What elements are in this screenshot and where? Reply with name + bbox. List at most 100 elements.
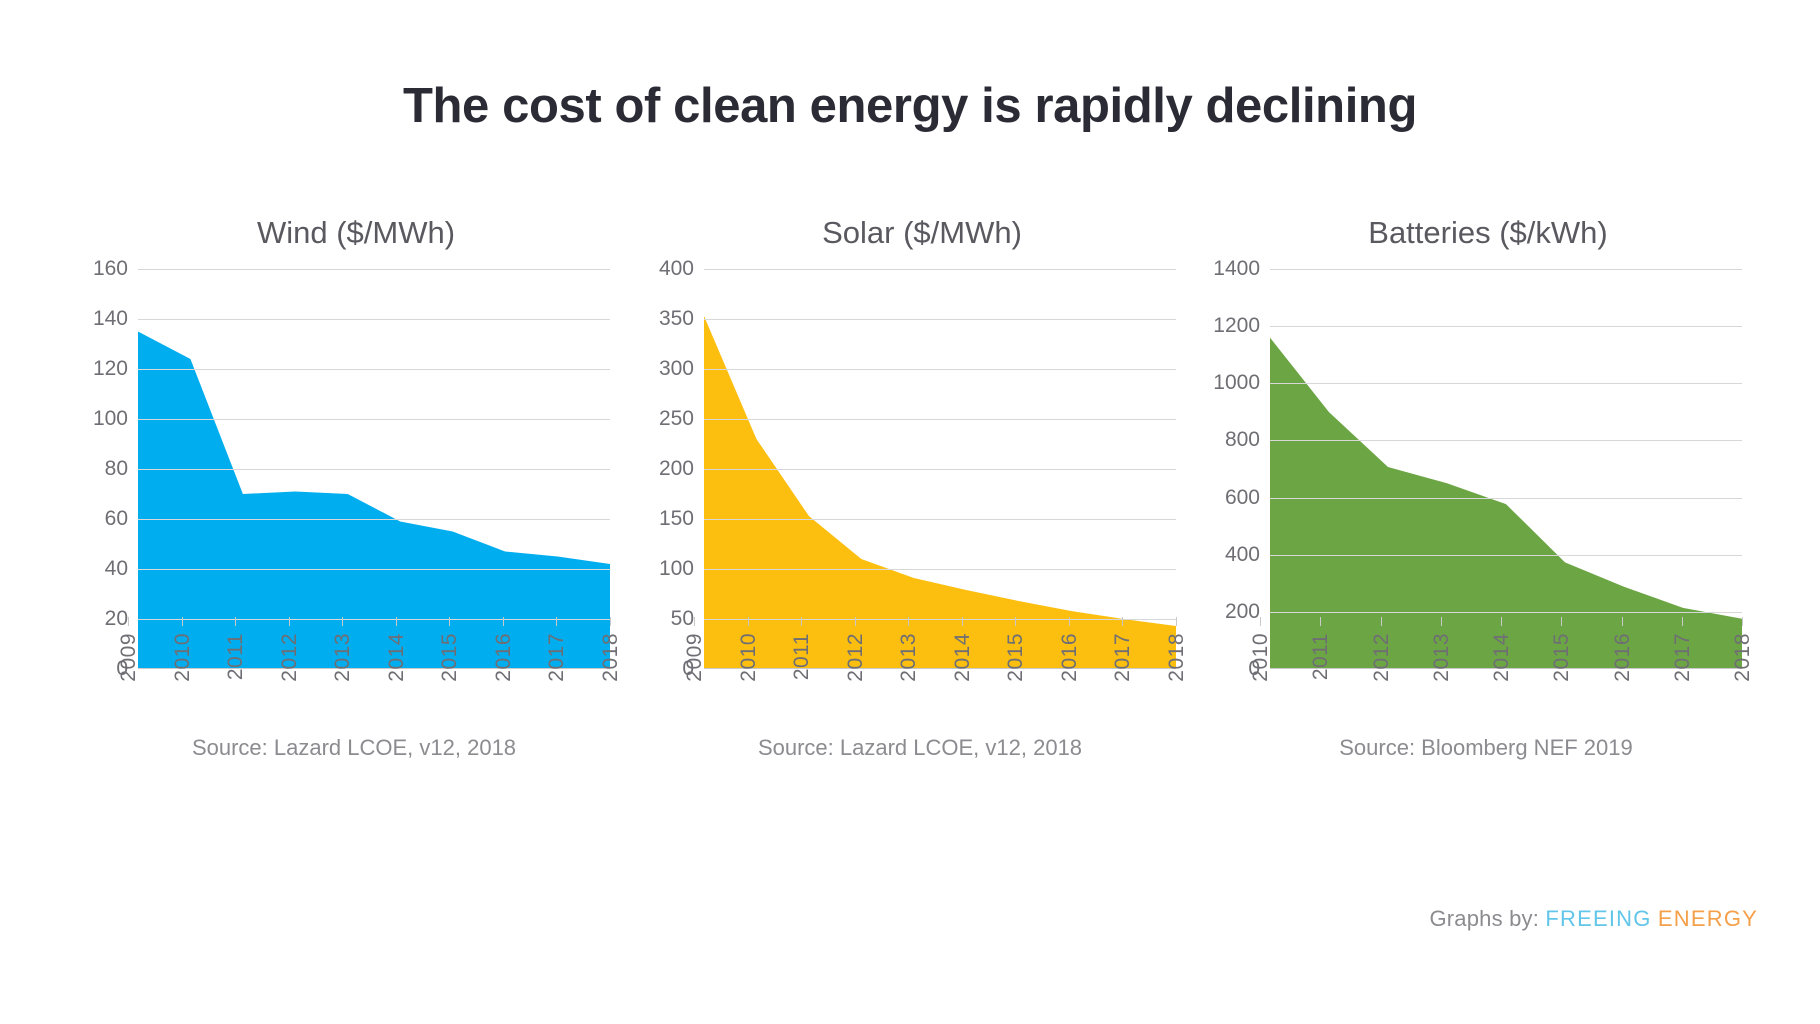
x-tick-label: 2013 [897, 633, 921, 682]
area-series-solar [704, 316, 1176, 669]
gridline [1270, 611, 1742, 613]
chart-source-batteries: Source: Bloomberg NEF 2019 [1339, 735, 1633, 760]
y-tick-label: 100 [92, 407, 128, 430]
brand-word-freeing: FREEING [1545, 906, 1652, 931]
gridline [138, 419, 610, 420]
footer-credit: Graphs by: FREEING ENERGY [1429, 906, 1758, 932]
x-tick-mark [502, 617, 504, 626]
x-tick-mark [1122, 617, 1124, 626]
plot-area-wind [138, 269, 610, 669]
x-tick-mark [747, 617, 749, 626]
area-series-batteries [1270, 337, 1742, 669]
plot-wrap-solar: 0 50 100 150 200 250 300 350 400 [636, 257, 1192, 680]
x-tick-mark [908, 617, 910, 626]
chart-title-wind: Wind ($/MWh) [256, 215, 456, 250]
chart-panel-batteries: Batteries ($/kWh) 0 200 400 600 800 1000 1200 1… [1192, 215, 1758, 760]
y-tick-label: 400 [658, 257, 694, 280]
y-tick-label: 40 [104, 557, 128, 580]
chart-panel-solar: Solar ($/MWh) 0 50 100 150 200 250 300 350 400 2… [626, 215, 1192, 760]
x-tick-mark [1681, 617, 1683, 626]
x-tick-mark [342, 617, 344, 626]
x-tick-mark [854, 617, 856, 626]
x-tick-label: 2011 [224, 633, 248, 681]
x-tick-mark [961, 617, 963, 626]
x-tick-mark [1260, 617, 1261, 626]
x-tick-label: 2009 [117, 633, 140, 682]
x-tick-mark [1320, 617, 1322, 626]
y-tick-label: 200 [1224, 599, 1260, 623]
y-tick-label: 350 [658, 307, 694, 330]
y-tick-label: 200 [658, 457, 694, 480]
area-fill [704, 316, 1176, 669]
x-tick-label: 2015 [1004, 633, 1028, 682]
charts-row: Wind ($/MWh) 0 20 40 60 80 100 120 140 160 2009 2… [60, 215, 1760, 760]
x-tick-label: 2014 [1490, 633, 1513, 682]
y-tick-label: 140 [92, 307, 128, 330]
x-tick-label: 2012 [277, 633, 301, 682]
x-tick-label: 2014 [950, 633, 974, 682]
x-tick-mark [181, 617, 183, 626]
plot-wrap-wind: 0 20 40 60 80 100 120 140 160 [70, 257, 626, 680]
gridline [1270, 554, 1742, 556]
page-title: The cost of clean energy is rapidly decl… [403, 79, 1417, 133]
x-tick-label: 2017 [1111, 633, 1135, 682]
x-tick-mark [1621, 617, 1623, 626]
y-tick-label: 0 [116, 657, 128, 680]
gridline [138, 369, 610, 370]
x-tick-mark [610, 617, 611, 626]
x-axis-line-solar [704, 668, 1176, 669]
chart-title-solar: Solar ($/MWh) [822, 215, 1022, 250]
y-tick-label: 300 [658, 357, 694, 380]
y-axis-wind: 0 20 40 60 80 100 120 140 160 [70, 257, 138, 680]
x-tick-label: 2013 [1429, 633, 1453, 682]
gridline [704, 369, 1176, 370]
x-tick-label: 2009 [683, 633, 706, 682]
y-tick-label: 150 [658, 507, 694, 530]
y-tick-label: 1200 [1213, 314, 1260, 338]
y-tick-label: 1400 [1213, 257, 1260, 280]
x-tick-label: 2013 [331, 633, 355, 682]
x-axis-line-wind [138, 668, 610, 669]
x-tick-mark [235, 617, 237, 626]
gridline [138, 519, 610, 520]
x-tick-label: 2011 [790, 633, 814, 681]
gridline [704, 269, 1176, 270]
x-tick-mark [694, 617, 695, 626]
x-tick-label: 2017 [545, 633, 569, 682]
x-tick-label: 2010 [1249, 633, 1272, 682]
chart-source-wind: Source: Lazard LCOE, v12, 2018 [191, 735, 517, 760]
x-axis-batteries: 2010 2011 2012 2013 2014 2015 2016 2017 2018 [1249, 617, 1754, 727]
gridline [704, 569, 1176, 570]
x-tick-mark [1440, 617, 1442, 626]
y-tick-label: 100 [658, 557, 694, 580]
y-tick-label: 0 [1248, 657, 1260, 680]
x-tick-mark [1742, 617, 1743, 626]
gridline [1270, 383, 1742, 385]
y-tick-label: 800 [1224, 428, 1260, 452]
y-tick-label: 50 [670, 607, 694, 630]
x-tick-label: 2012 [1369, 633, 1393, 682]
x-axis-solar: 2009 2010 2011 2012 2013 2014 2015 2016 2017 2018 [683, 617, 1188, 727]
plot-wrap-batteries: 0 200 400 600 800 1000 1200 1400 [1202, 257, 1758, 680]
brand-word-energy: ENERGY [1657, 906, 1758, 931]
x-tick-label: 2010 [736, 633, 760, 682]
x-tick-label: 2015 [1550, 633, 1574, 682]
y-tick-label: 600 [1224, 485, 1260, 509]
y-tick-label: 80 [104, 457, 128, 480]
x-tick-label: 2018 [1165, 633, 1188, 682]
x-tick-mark [288, 617, 290, 626]
y-tick-label: 250 [658, 407, 694, 430]
gridline [704, 319, 1176, 320]
y-tick-label: 400 [1224, 542, 1260, 566]
y-tick-label: 120 [92, 357, 128, 380]
gridline [1270, 497, 1742, 499]
x-tick-label: 2016 [1057, 633, 1081, 682]
y-tick-label: 20 [104, 607, 128, 630]
chart-panel-wind: Wind ($/MWh) 0 20 40 60 80 100 120 140 160 2009 2… [60, 215, 626, 760]
x-tick-mark [449, 617, 451, 626]
x-tick-label: 2011 [1309, 633, 1333, 681]
area-fill [138, 331, 610, 669]
x-tick-label: 2018 [1731, 633, 1754, 682]
y-tick-label: 160 [92, 257, 128, 280]
